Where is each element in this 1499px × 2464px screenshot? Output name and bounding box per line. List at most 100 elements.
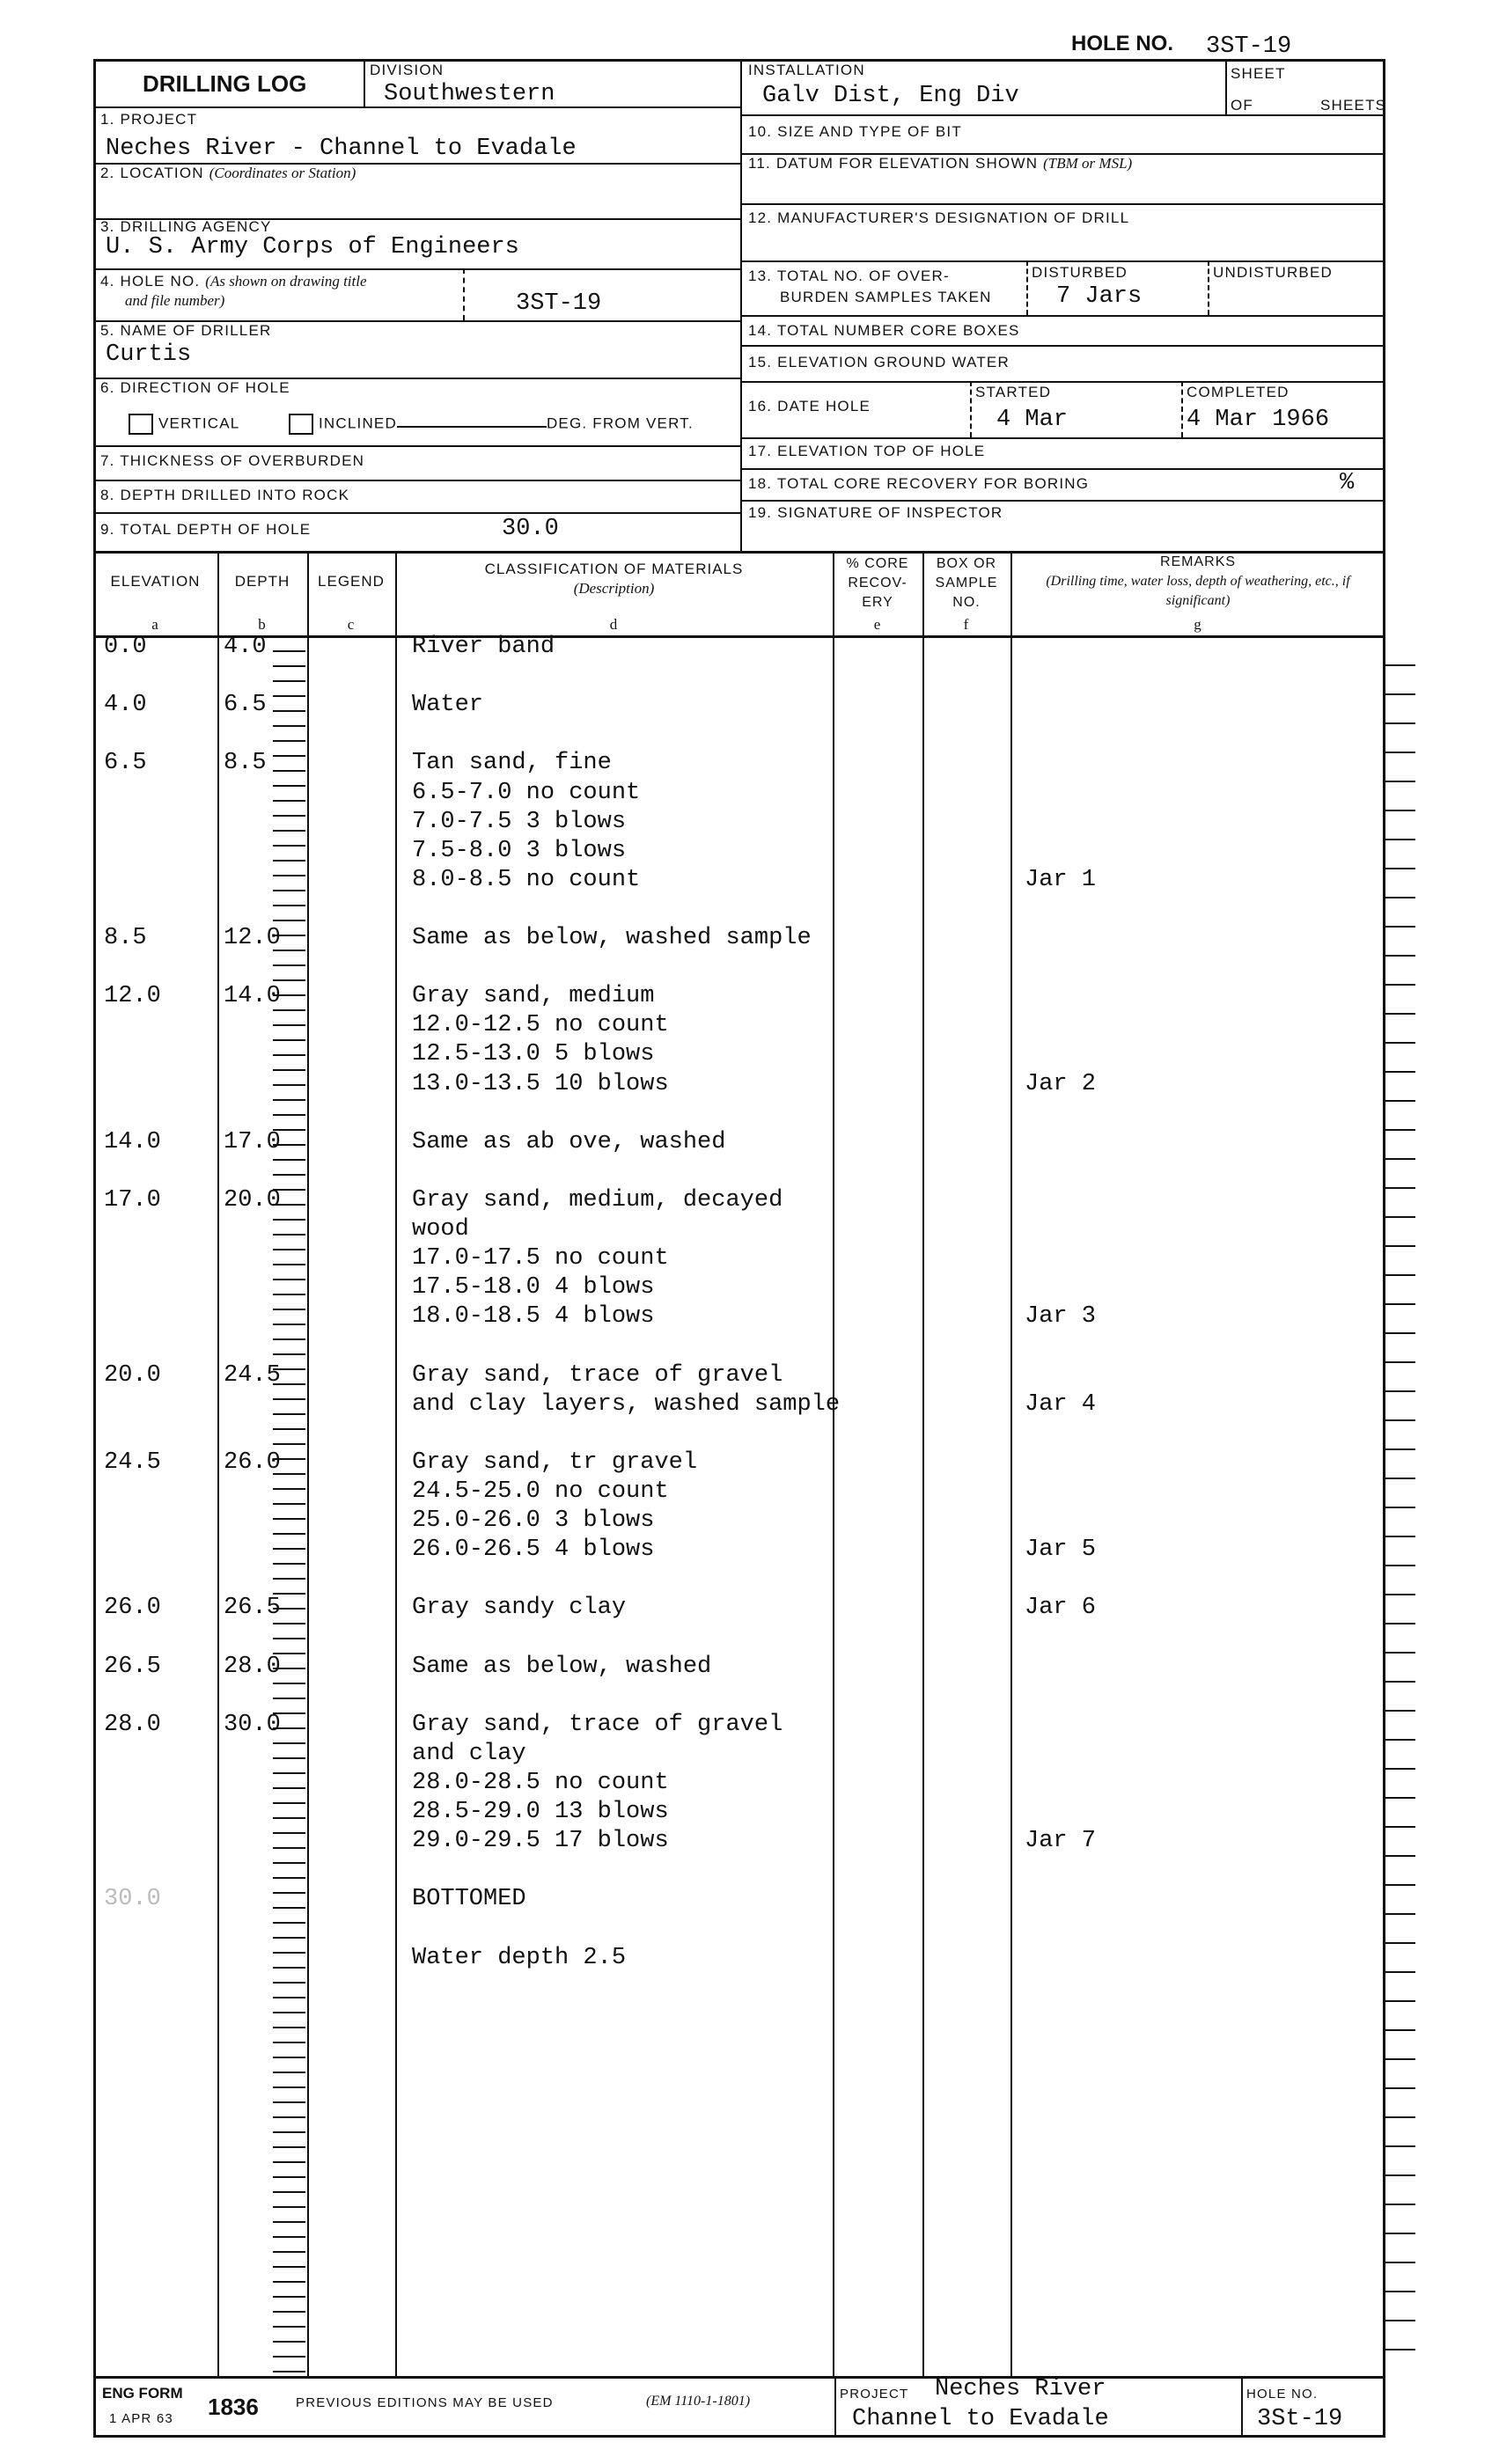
sheets-label: SHEETS: [1320, 97, 1387, 114]
elevation-cell: 4.0: [104, 692, 147, 719]
form-date: 1 APR 63: [109, 2411, 173, 2426]
elevation-cell: 14.0: [104, 1128, 161, 1155]
hole-no-top-value: 3ST-19: [1206, 33, 1292, 60]
column-letter: f: [963, 616, 970, 633]
column-letter: a: [151, 616, 159, 633]
em-reference: (EM 1110-1-1801): [646, 2394, 750, 2409]
divider: [740, 153, 1385, 155]
column-title: ELEVATION: [110, 573, 201, 590]
divider: [740, 345, 1385, 347]
description-line: wood: [412, 1216, 469, 1243]
description-line: 13.0-13.5 10 blows: [412, 1070, 669, 1097]
divider: [93, 163, 740, 165]
divider: [93, 2376, 1385, 2379]
project-value: Neches River - Channel to Evadale: [106, 136, 577, 162]
divider: [93, 106, 740, 108]
depth-cell: 30.0: [224, 1711, 281, 1738]
vertical-option[interactable]: VERTICAL: [129, 414, 239, 435]
depth-cell: 8.5: [224, 750, 267, 777]
depth-cell: 12.0: [224, 925, 281, 951]
undisturbed-label: UNDISTURBED: [1213, 264, 1333, 281]
description-line: 17.0-17.5 no count: [412, 1245, 669, 1272]
description-line: and clay layers, washed sample: [412, 1390, 841, 1418]
depth-cell: 26.5: [224, 1595, 281, 1622]
column-subtitle: (Description): [573, 580, 655, 597]
location-label-text: 2. LOCATION: [100, 165, 204, 181]
divider: [93, 320, 740, 322]
footer-project-label: PROJECT: [840, 2387, 909, 2402]
inclined-text: INCLINED: [319, 414, 397, 432]
divider: [93, 268, 740, 270]
recovery-unit: %: [1340, 470, 1355, 496]
footer-hole-label: HOLE NO.: [1246, 2387, 1319, 2402]
bit-label: 10. SIZE AND TYPE OF BIT: [748, 123, 962, 140]
form-label: ENG FORM: [102, 2385, 183, 2402]
remarks-cell: Jar 7: [1025, 1828, 1097, 1855]
direction-label: 6. DIRECTION OF HOLE: [100, 379, 290, 396]
datum-label-text: 11. DATUM FOR ELEVATION SHOWN: [748, 155, 1039, 172]
column-title: REMARKS: [1159, 554, 1237, 569]
divider: [1225, 59, 1227, 114]
column-header: % CORE RECOV- ERY: [833, 554, 922, 612]
description-line: Tan sand, fine: [412, 750, 612, 777]
hole-no-note: (As shown on drawing title: [205, 273, 367, 290]
samples-label: 13. TOTAL NO. OF OVER-: [748, 268, 950, 284]
footer-project-line2: Channel to Evadale: [852, 2406, 1109, 2432]
agency-label: 3. DRILLING AGENCY: [100, 218, 272, 235]
vertical-checkbox[interactable]: [129, 414, 153, 435]
total-depth-label: 9. TOTAL DEPTH OF HOLE: [100, 521, 312, 538]
description-line: 8.0-8.5 no count: [412, 866, 641, 893]
elevation-cell: 24.5: [104, 1448, 161, 1476]
installation-label: INSTALLATION: [748, 62, 865, 78]
divider: [1241, 2376, 1243, 2438]
description-line: 6.5-7.0 no count: [412, 779, 641, 806]
divider: [740, 59, 742, 552]
hole-no-label: 4. HOLE NO. (As shown on drawing title: [100, 273, 367, 290]
description-line: 17.5-18.0 4 blows: [412, 1274, 655, 1302]
column-divider: [1010, 551, 1012, 2376]
divider: [1026, 260, 1028, 315]
date-hole-label: 16. DATE HOLE: [748, 398, 871, 414]
description-line: Same as below, washed: [412, 1653, 712, 1680]
core-boxes-label: 14. TOTAL NUMBER CORE BOXES: [748, 322, 1020, 339]
elevation-cell: 0.0: [104, 634, 147, 660]
started-label: STARTED: [975, 384, 1052, 400]
inclined-checkbox[interactable]: [289, 414, 313, 435]
divider: [1208, 260, 1209, 315]
installation-value: Galv Dist, Eng Div: [762, 83, 1019, 109]
description-line: Gray sand, tr gravel: [412, 1448, 698, 1476]
rock-label: 8. DEPTH DRILLED INTO ROCK: [100, 487, 350, 503]
column-header: BOX OR SAMPLE NO.: [922, 554, 1010, 612]
divider: [93, 378, 740, 379]
description-line: Gray sand, medium, decayed: [412, 1186, 783, 1214]
started-value: 4 Mar: [996, 407, 1069, 433]
form-number: 1836: [208, 2394, 259, 2420]
column-header: REMARKS (Drilling time, water loss, depth…: [1010, 553, 1385, 611]
divider: [740, 381, 1385, 383]
form-border: [93, 59, 1385, 2438]
elevation-cell: 30.0: [104, 1886, 161, 1913]
divider: [93, 512, 740, 514]
inclined-option[interactable]: INCLINED DEG. FROM VERT.: [289, 414, 694, 435]
disturbed-value: 7 Jars: [1056, 283, 1143, 310]
margin-scale-ticks: [1385, 637, 1415, 2374]
em-reference-text: (EM 1110-1-1801): [646, 2394, 751, 2409]
driller-value: Curtis: [106, 341, 192, 368]
top-elevation-label: 17. ELEVATION TOP OF HOLE: [748, 443, 986, 459]
description-line: Water: [412, 692, 484, 719]
divider: [93, 635, 1385, 638]
divider: [93, 218, 740, 220]
description-line: 7.5-8.0 3 blows: [412, 837, 627, 864]
description-line: 12.0-12.5 no count: [412, 1012, 669, 1039]
inspector-label: 19. SIGNATURE OF INSPECTOR: [748, 504, 1003, 521]
column-letter: c: [347, 616, 356, 633]
thickness-label: 7. THICKNESS OF OVERBURDEN: [100, 452, 365, 469]
elevation-cell: 8.5: [104, 925, 147, 951]
elevation-cell: 12.0: [104, 983, 161, 1010]
remarks-cell: Jar 5: [1025, 1536, 1097, 1564]
degree-blank[interactable]: [396, 426, 547, 429]
column-title: DEPTH: [234, 573, 290, 590]
description-line: and clay: [412, 1740, 526, 1767]
hole-no-note2: and file number): [125, 292, 224, 310]
